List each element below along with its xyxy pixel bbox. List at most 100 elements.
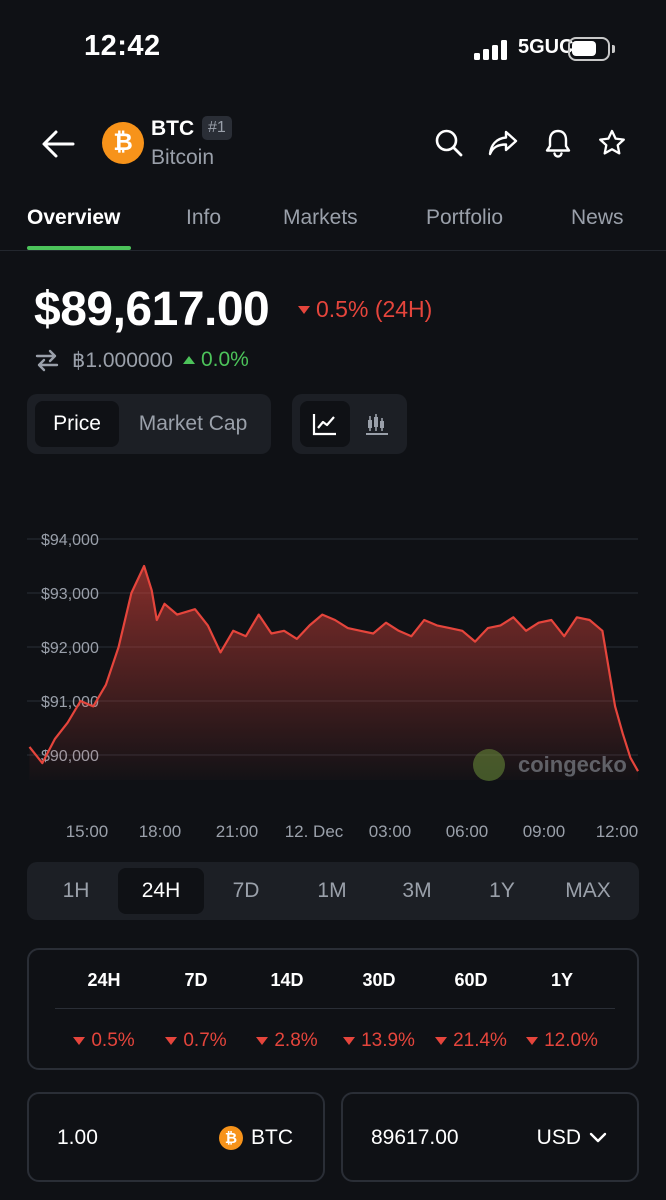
- perf-header: 1Y: [550, 970, 574, 990]
- perf-header: 14D: [270, 970, 304, 990]
- y-tick-label: $92,000: [41, 640, 99, 657]
- coin-header: ₿ BTC #1 Bitcoin: [0, 100, 666, 190]
- share-button[interactable]: [482, 122, 524, 164]
- tab-info[interactable]: Info: [186, 206, 222, 229]
- back-arrow-icon: [42, 130, 75, 158]
- search-icon: [435, 129, 463, 157]
- price-area-fill: [29, 566, 638, 780]
- range-7d[interactable]: 7D: [232, 879, 260, 902]
- btc-price-row: ฿1.000000 0.0%: [34, 346, 249, 374]
- rank-badge: #1: [202, 116, 232, 140]
- watermark-text: coingecko: [518, 752, 627, 777]
- perf-value: 0.7%: [151, 1030, 241, 1052]
- perf-value-text: 0.5%: [91, 1030, 135, 1051]
- perf-value: 12.0%: [517, 1030, 607, 1052]
- down-triangle-icon: [298, 305, 310, 314]
- perf-value-text: 13.9%: [361, 1030, 415, 1051]
- perf-value: 13.9%: [334, 1030, 424, 1052]
- favorite-button[interactable]: [591, 122, 633, 164]
- range-1m[interactable]: 1M: [317, 879, 347, 902]
- line-chart-button[interactable]: [300, 401, 350, 447]
- tab-bar: Overview Info Markets Portfolio News: [0, 190, 666, 251]
- x-tick-label: 06:00: [446, 822, 489, 841]
- candlestick-icon: [366, 414, 388, 435]
- status-bar: 12:42 5GUC: [0, 0, 666, 100]
- line-chart-icon: [312, 414, 336, 436]
- down-triangle-icon: [526, 1037, 539, 1045]
- back-button[interactable]: [36, 122, 80, 166]
- candlestick-chart-button[interactable]: [352, 401, 402, 447]
- down-triangle-icon: [343, 1037, 356, 1045]
- current-price: $89,617.00: [34, 283, 270, 336]
- price-chart[interactable]: $94,000$93,000$92,000$91,000$90,000 coin…: [0, 520, 666, 850]
- price-marketcap-toggle: Price Market Cap: [27, 394, 271, 454]
- down-triangle-icon: [73, 1037, 86, 1045]
- price-change-24h: 0.5% (24H): [298, 296, 432, 323]
- btc-change-value: 0.0%: [200, 348, 249, 371]
- x-tick-label: 18:00: [139, 822, 182, 841]
- active-tab-indicator: [27, 246, 131, 250]
- share-icon: [488, 130, 518, 156]
- perf-value-text: 2.8%: [274, 1030, 318, 1051]
- signal-icon: [474, 40, 508, 60]
- x-tick-label: 21:00: [216, 822, 259, 841]
- status-time: 12:42: [84, 30, 161, 62]
- perf-value: 0.5%: [59, 1030, 149, 1052]
- alert-button[interactable]: [537, 122, 579, 164]
- tab-news[interactable]: News: [571, 206, 624, 229]
- swap-arrows-icon[interactable]: [34, 348, 60, 372]
- currency-selector[interactable]: USD: [537, 1126, 607, 1150]
- coingecko-watermark: coingecko: [473, 749, 627, 781]
- currency-label: USD: [536, 1126, 581, 1149]
- down-triangle-icon: [435, 1037, 448, 1045]
- perf-header: 24H: [87, 970, 121, 990]
- price-toggle[interactable]: Price: [35, 401, 119, 447]
- search-button[interactable]: [428, 122, 470, 164]
- price-change-value: 0.5% (24H): [316, 296, 433, 322]
- chart-mode-toggle: [292, 394, 407, 454]
- x-tick-label: 15:00: [66, 822, 109, 841]
- x-tick-label: 12. Dec: [285, 822, 344, 841]
- coin-name: Bitcoin: [151, 146, 215, 169]
- fiat-amount-value[interactable]: 89617.00: [371, 1126, 459, 1149]
- perf-header: 60D: [454, 970, 488, 990]
- down-triangle-icon: [256, 1037, 269, 1045]
- btc-value: ฿1.000000: [72, 348, 173, 372]
- perf-divider: [55, 1008, 615, 1009]
- btc-amount-field[interactable]: 1.00 ₿ BTC: [27, 1092, 325, 1182]
- btc-unit: ₿ BTC: [219, 1126, 293, 1150]
- x-tick-label: 03:00: [369, 822, 412, 841]
- perf-value: 2.8%: [242, 1030, 332, 1052]
- x-tick-label: 09:00: [523, 822, 566, 841]
- performance-table: 24H 7D 14D 30D 60D 1Y 0.5% 0.7% 2.8% 13.…: [27, 948, 639, 1070]
- bitcoin-logo-icon: ₿: [102, 122, 144, 164]
- range-max[interactable]: MAX: [565, 879, 611, 902]
- coin-symbol: BTC: [151, 117, 195, 140]
- price-chart-svg: $94,000$93,000$92,000$91,000$90,000 coin…: [27, 532, 639, 841]
- tab-overview[interactable]: Overview: [27, 206, 121, 229]
- chevron-down-icon: [589, 1132, 607, 1143]
- perf-header: 30D: [362, 970, 396, 990]
- btc-amount-value[interactable]: 1.00: [57, 1126, 98, 1149]
- perf-value-text: 21.4%: [453, 1030, 507, 1051]
- range-1h[interactable]: 1H: [62, 879, 90, 902]
- fiat-amount-field[interactable]: 89617.00 USD: [341, 1092, 639, 1182]
- range-1y[interactable]: 1Y: [489, 879, 515, 902]
- tab-markets[interactable]: Markets: [283, 206, 358, 229]
- perf-header: 7D: [184, 970, 208, 990]
- network-label: 5GUC: [518, 36, 574, 58]
- up-triangle-icon: [182, 356, 195, 364]
- perf-value-text: 12.0%: [544, 1030, 598, 1051]
- bitcoin-small-icon: ₿: [219, 1126, 243, 1150]
- range-3m[interactable]: 3M: [402, 879, 432, 902]
- down-triangle-icon: [165, 1037, 178, 1045]
- tab-portfolio[interactable]: Portfolio: [426, 206, 504, 229]
- x-tick-label: 12:00: [596, 822, 639, 841]
- star-icon: [599, 129, 625, 155]
- y-tick-label: $94,000: [41, 532, 99, 549]
- market-cap-toggle[interactable]: Market Cap: [138, 412, 248, 435]
- range-24h[interactable]: 24H: [118, 868, 204, 914]
- battery-icon: [568, 37, 615, 61]
- y-tick-label: $93,000: [41, 586, 99, 603]
- perf-value: 21.4%: [426, 1030, 516, 1052]
